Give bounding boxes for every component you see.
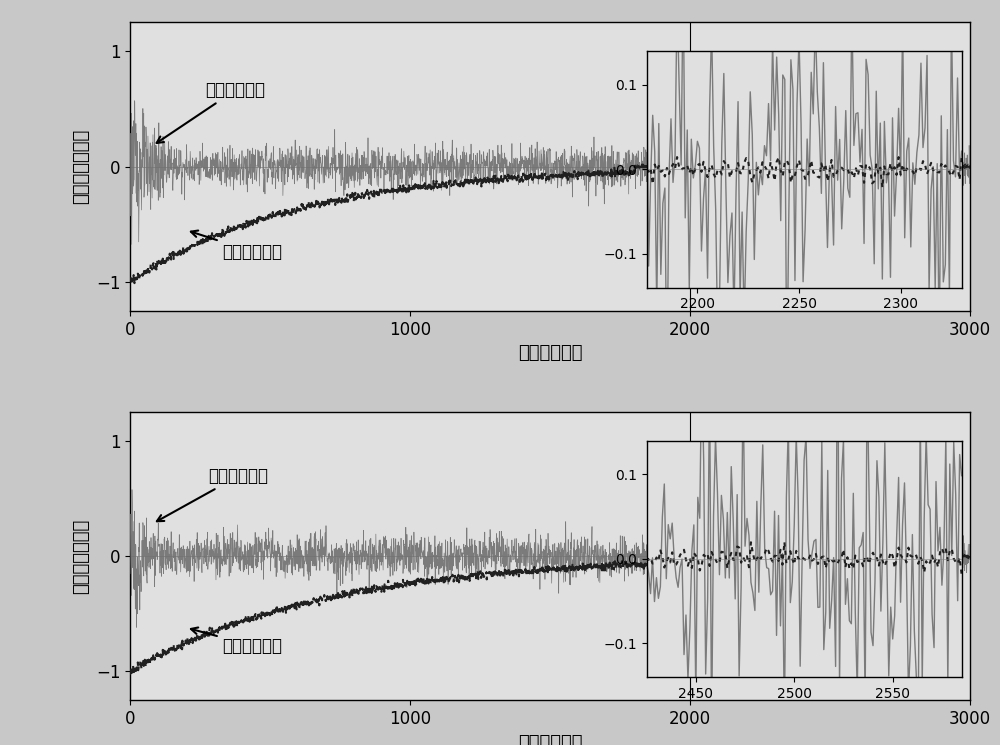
Text: 一般互补滤波: 一般互补滤波	[191, 627, 282, 655]
X-axis label: 时间（毫秒）: 时间（毫秒）	[518, 734, 582, 745]
Text: 改进互补滤波: 改进互补滤波	[157, 81, 266, 143]
Text: 改进互补滤波: 改进互补滤波	[157, 467, 268, 522]
Y-axis label: 横滚误差（度）: 横滚误差（度）	[72, 519, 90, 594]
X-axis label: 时间（毫秒）: 时间（毫秒）	[518, 344, 582, 362]
Y-axis label: 俯仰误差（度）: 俯仰误差（度）	[72, 129, 90, 204]
Text: 一般互补滤波: 一般互补滤波	[191, 230, 282, 261]
